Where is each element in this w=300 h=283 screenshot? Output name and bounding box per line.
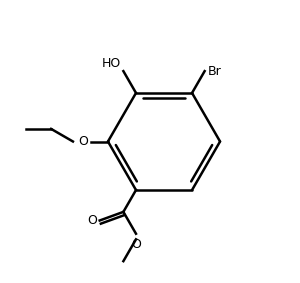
Text: O: O <box>87 214 97 227</box>
Text: O: O <box>131 238 141 251</box>
Text: O: O <box>79 135 88 148</box>
Text: HO: HO <box>101 57 121 70</box>
Text: Br: Br <box>207 65 221 78</box>
